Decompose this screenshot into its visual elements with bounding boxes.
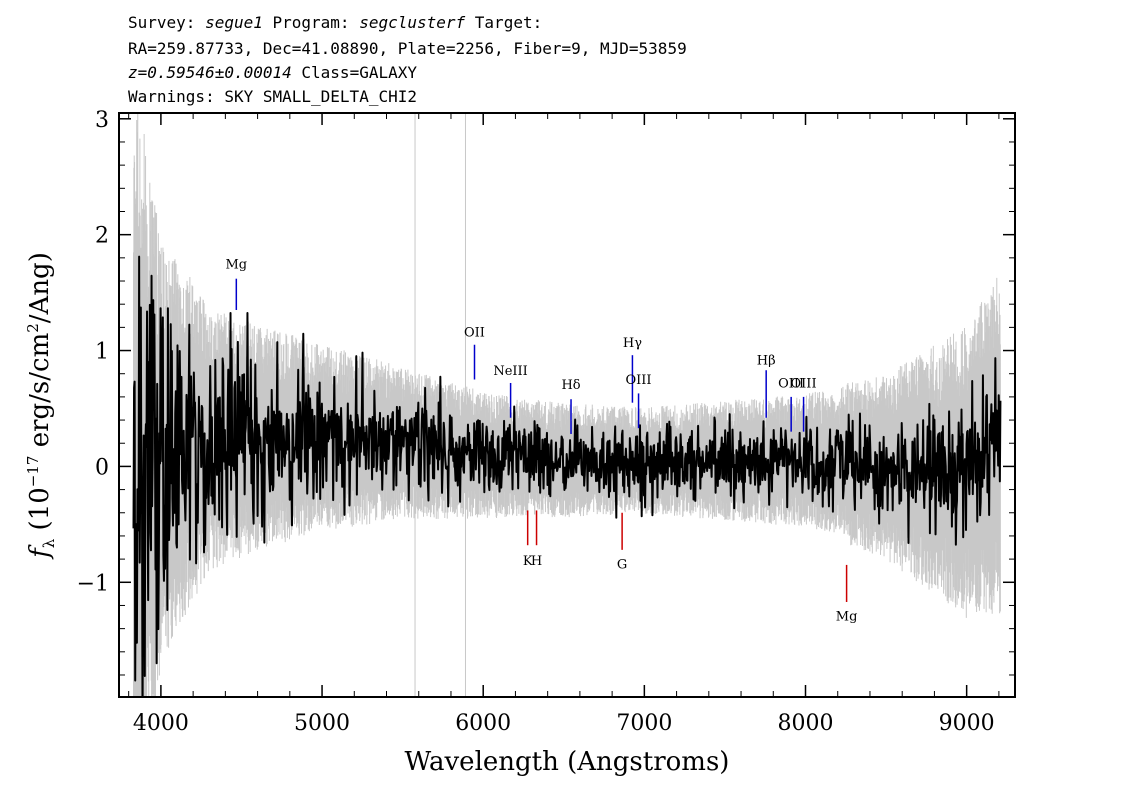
y-tick-label: 3 — [95, 108, 109, 133]
emission-line-label: OIII — [626, 373, 652, 388]
emission-line-label: OII — [464, 326, 485, 341]
absorption-line-label: G — [617, 557, 627, 572]
header-redshift-line: z=0.59546±0.00014 Class=GALAXY — [128, 63, 417, 82]
header-warnings-line: Warnings: SKY SMALL_DELTA_CHI2 — [128, 87, 417, 106]
y-tick-label: 2 — [95, 224, 109, 249]
y-tick-label: −1 — [77, 571, 109, 596]
x-tick-label: 5000 — [294, 711, 350, 736]
flux-spectrum — [132, 255, 1002, 697]
x-tick-label: 7000 — [616, 711, 672, 736]
emission-line-label: Hβ — [757, 353, 776, 368]
emission-line-label: OIII — [791, 377, 817, 392]
emission-line-label: Hγ — [623, 336, 642, 351]
x-tick-label: 9000 — [939, 711, 995, 736]
plot-frame — [118, 112, 1016, 698]
absorption-line-label: Mg — [836, 610, 858, 625]
x-tick-label: 6000 — [455, 711, 511, 736]
emission-line-label: Hδ — [561, 378, 580, 393]
x-axis-title: Wavelength (Angstroms) — [405, 747, 730, 777]
header-coordinates-line: RA=259.87733, Dec=41.08890, Plate=2256, … — [128, 39, 687, 58]
x-tick-label: 8000 — [778, 711, 834, 736]
y-axis-title: fλ (10−17 erg/s/cm2/Ang) — [24, 252, 58, 560]
y-tick-label: 1 — [95, 340, 109, 365]
emission-line-label: OIII — [778, 377, 804, 392]
emission-line-label: Mg — [225, 257, 247, 272]
emission-line-label: NeIII — [493, 364, 527, 379]
absorption-line-label: H — [531, 554, 542, 569]
x-tick-label: 4000 — [133, 711, 189, 736]
absorption-line-label: K — [523, 554, 533, 569]
y-tick-label: 0 — [95, 455, 109, 480]
spectrum-header: Survey: segue1 Program: segclusterf Targ… — [128, 13, 687, 106]
header-survey-line: Survey: segue1 Program: segclusterf Targ… — [128, 13, 542, 32]
